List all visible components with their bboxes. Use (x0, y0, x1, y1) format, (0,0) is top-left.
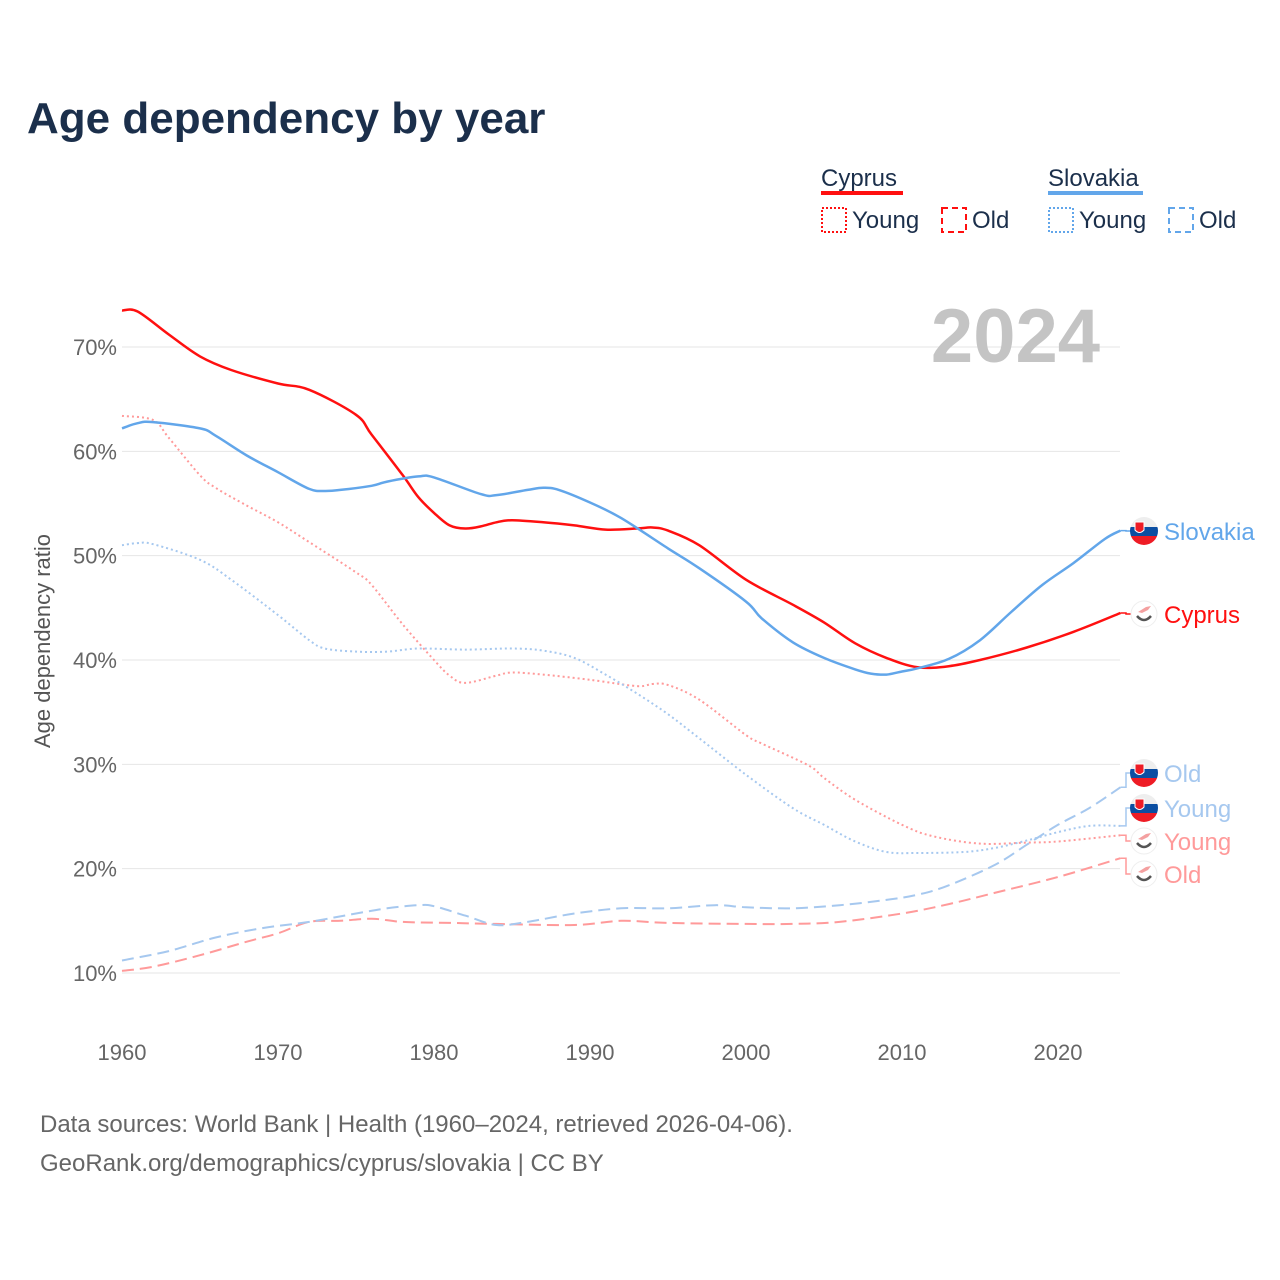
y-axis-label: Age dependency ratio (30, 534, 55, 748)
legend: Cyprus Young Old Slovakia Young Old (821, 165, 1236, 234)
y-tick-label: 30% (73, 752, 117, 777)
legend-slovakia-young-swatch (1048, 207, 1074, 233)
footer-sources: Data sources: World Bank | Health (1960–… (40, 1111, 793, 1138)
x-tick-label: 1970 (254, 1040, 303, 1065)
y-tick-label: 50% (73, 544, 117, 569)
legend-slovakia-young-label[interactable]: Young (1079, 207, 1146, 234)
legend-slovakia-old-swatch (1168, 207, 1194, 233)
end-label-slovakia-young: Young (1164, 796, 1231, 823)
x-axis-ticks: 1960 1970 1980 1990 2000 2010 2020 (98, 1040, 1083, 1065)
end-label-slovakia: Slovakia (1164, 519, 1255, 546)
series-line-cyprus-old (121, 857, 1121, 972)
series-line-slovakia-old (121, 786, 1121, 962)
y-tick-label: 40% (73, 648, 117, 673)
end-label-leader (1120, 612, 1132, 615)
x-tick-label: 1980 (410, 1040, 459, 1065)
series-line-slovakia-young (121, 541, 1121, 855)
end-labels: Young Young Old Old Cyprus Slovakia (1120, 517, 1255, 889)
end-label-leader (1120, 807, 1132, 827)
cyprus-flag-icon (1130, 600, 1158, 628)
legend-slovakia-label[interactable]: Slovakia (1048, 165, 1139, 192)
legend-cyprus-young-swatch (821, 207, 847, 233)
legend-cyprus-swatch (821, 191, 903, 195)
y-tick-label: 60% (73, 439, 117, 464)
x-tick-label: 2020 (1034, 1040, 1083, 1065)
series-line-cyprus-young (121, 414, 1121, 845)
footer-link[interactable]: GeoRank.org/demographics/cyprus/slovakia… (40, 1150, 604, 1177)
cyprus-flag-icon (1130, 827, 1158, 855)
y-tick-label: 20% (73, 857, 117, 882)
legend-cyprus-old-swatch (941, 207, 967, 233)
year-label: 2024 (931, 294, 1100, 379)
chart-title: Age dependency by year (27, 94, 545, 143)
series-line-cyprus (121, 308, 1121, 670)
slovakia-flag-icon (1130, 517, 1158, 545)
end-label-leader (1120, 834, 1132, 842)
series-line-slovakia (121, 420, 1121, 676)
y-axis-ticks: 10% 20% 30% 40% 50% 60% 70% (73, 335, 117, 986)
end-label-slovakia-old: Old (1164, 761, 1201, 788)
legend-cyprus-young-label[interactable]: Young (852, 207, 919, 234)
x-tick-label: 2010 (878, 1040, 927, 1065)
slovakia-flag-icon (1130, 794, 1158, 822)
legend-cyprus-label[interactable]: Cyprus (821, 165, 897, 192)
end-label-cyprus-young: Young (1164, 829, 1231, 856)
y-tick-label: 70% (73, 335, 117, 360)
end-label-cyprus-old: Old (1164, 862, 1201, 889)
cyprus-flag-icon (1130, 860, 1158, 888)
slovakia-flag-icon (1130, 759, 1158, 787)
end-label-leader (1120, 772, 1132, 789)
legend-slovakia-old-label[interactable]: Old (1199, 207, 1236, 234)
x-tick-label: 1960 (98, 1040, 147, 1065)
legend-slovakia-swatch (1048, 191, 1143, 195)
series-lines (121, 308, 1121, 972)
end-label-cyprus: Cyprus (1164, 602, 1240, 629)
legend-cyprus-old-label[interactable]: Old (972, 207, 1009, 234)
gridlines (122, 346, 1120, 974)
x-tick-label: 1990 (566, 1040, 615, 1065)
end-label-leader (1120, 857, 1132, 875)
y-tick-label: 10% (73, 961, 117, 986)
x-tick-label: 2000 (722, 1040, 771, 1065)
